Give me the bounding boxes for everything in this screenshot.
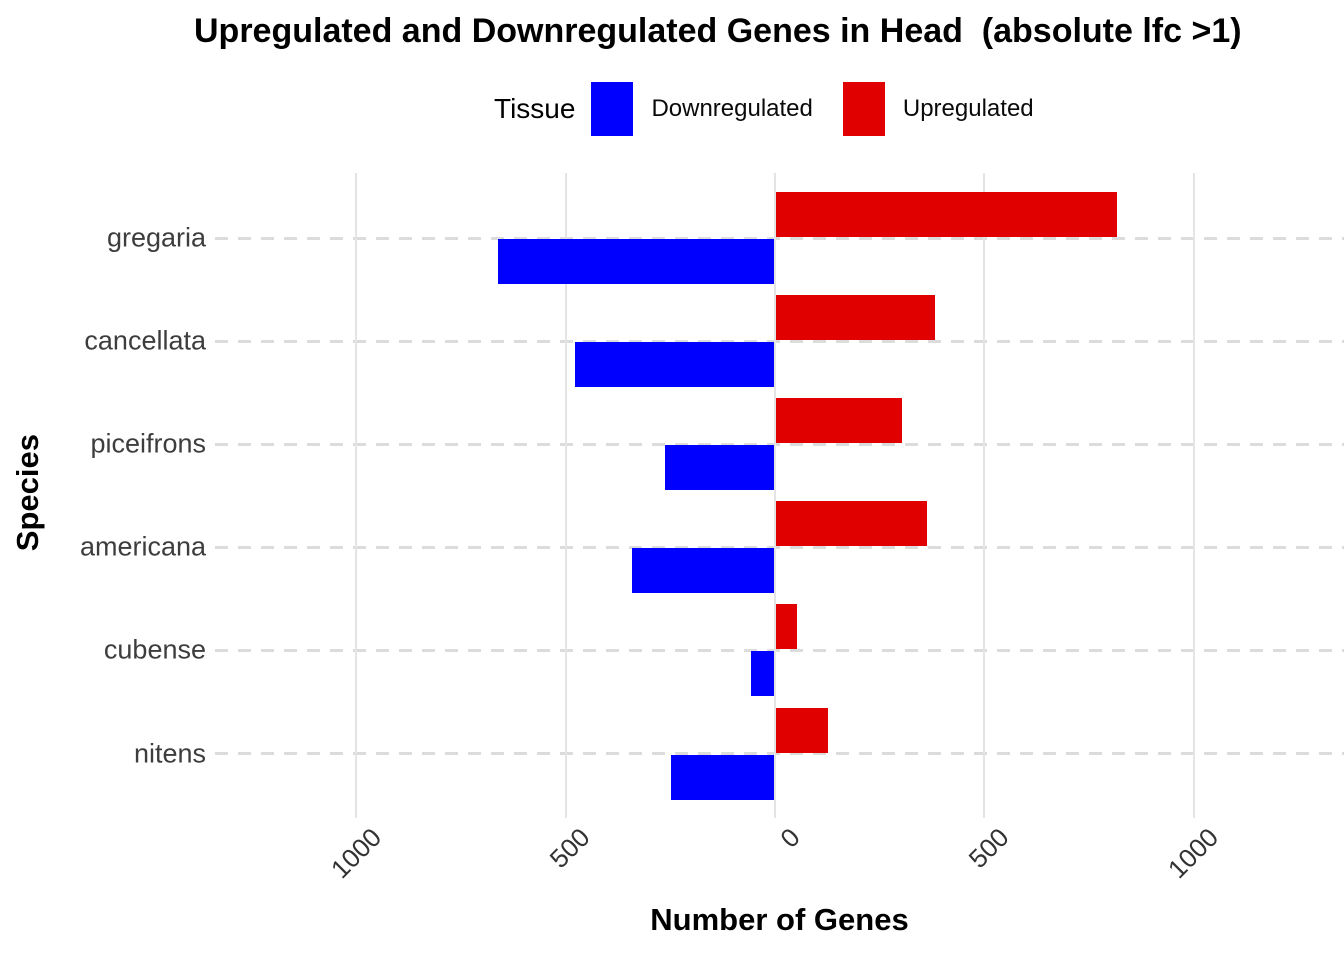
- x-tick-label-1: 500: [544, 822, 596, 874]
- y-tick-label-gregaria: gregaria: [106, 222, 206, 253]
- row-gridline-piceifrons: [215, 442, 1344, 446]
- x-tick-label-0: 1000: [324, 822, 387, 885]
- bar-upregulated-cubense: [776, 604, 797, 650]
- x-gridline-1: [564, 173, 567, 813]
- y-tick-label-cubense: cubense: [103, 634, 206, 665]
- y-axis-title-wrap: Species: [10, 173, 46, 813]
- row-gridline-cancellata: [215, 339, 1344, 343]
- bar-upregulated-gregaria: [776, 192, 1117, 237]
- x-gridline-3: [983, 173, 986, 813]
- x-tick-4: [1192, 813, 1195, 818]
- bar-downregulated-cubense: [751, 651, 774, 697]
- x-gridline-2: [774, 173, 776, 813]
- row-gridline-gregaria: [215, 236, 1344, 240]
- chart-title: Upregulated and Downregulated Genes in H…: [194, 12, 1242, 50]
- bar-downregulated-americana: [632, 548, 774, 594]
- x-gridline-4: [1192, 173, 1195, 813]
- bar-downregulated-nitens: [671, 754, 774, 800]
- legend-label-downregulated: Downregulated: [651, 95, 813, 122]
- legend: Tissue Downregulated Upregulated: [494, 80, 1034, 138]
- y-tick-label-piceifrons: piceifrons: [90, 428, 206, 459]
- y-axis-title: Species: [10, 434, 45, 552]
- row-gridline-americana: [215, 545, 1344, 549]
- x-tick-label-2: 0: [773, 822, 806, 854]
- bar-upregulated-piceifrons: [776, 398, 902, 444]
- x-tick-3: [983, 813, 986, 818]
- x-axis-title: Number of Genes: [650, 902, 909, 937]
- x-tick-0: [355, 813, 358, 818]
- legend-item-upregulated: Upregulated: [842, 82, 1034, 136]
- bar-downregulated-gregaria: [498, 239, 774, 284]
- y-tick-label-nitens: nitens: [133, 738, 206, 768]
- legend-title: Tissue: [494, 93, 576, 124]
- legend-swatch-upregulated-icon: [842, 82, 885, 136]
- bar-upregulated-nitens: [776, 707, 828, 753]
- x-tick-1: [564, 813, 567, 818]
- legend-label-upregulated: Upregulated: [902, 95, 1034, 122]
- x-tick-2: [774, 813, 776, 818]
- bar-downregulated-piceifrons: [665, 445, 774, 491]
- y-tick-label-cancellata: cancellata: [84, 325, 206, 356]
- row-gridline-nitens: [215, 752, 1344, 755]
- x-tick-label-3: 500: [962, 822, 1015, 874]
- y-tick-label-americana: americana: [79, 531, 206, 562]
- bar-upregulated-americana: [776, 501, 927, 547]
- legend-swatch-downregulated-icon: [591, 82, 634, 136]
- bar-upregulated-cancellata: [776, 295, 935, 341]
- bar-downregulated-cancellata: [575, 342, 774, 388]
- row-gridline-cubense: [215, 648, 1344, 652]
- x-tick-label-4: 1000: [1161, 822, 1224, 885]
- x-gridline-0: [355, 173, 358, 813]
- legend-item-downregulated: Downregulated: [591, 82, 813, 136]
